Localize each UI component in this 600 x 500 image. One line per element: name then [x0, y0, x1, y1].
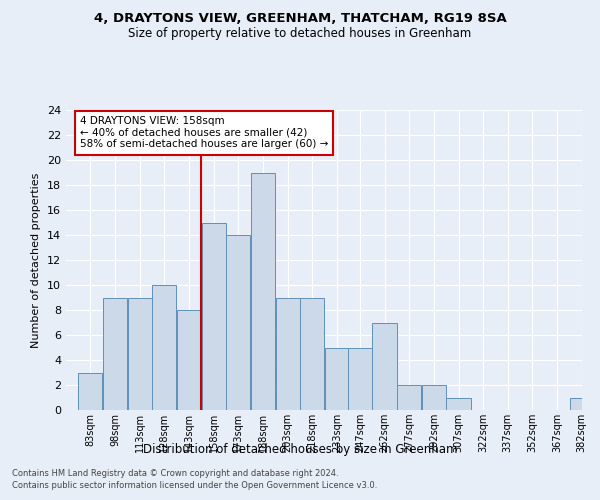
Bar — [177, 310, 201, 410]
Text: Distribution of detached houses by size in Greenham: Distribution of detached houses by size … — [143, 442, 457, 456]
Bar — [128, 298, 152, 410]
Bar — [325, 348, 349, 410]
Bar — [373, 322, 397, 410]
Bar — [348, 348, 372, 410]
Text: Size of property relative to detached houses in Greenham: Size of property relative to detached ho… — [128, 28, 472, 40]
Text: Contains public sector information licensed under the Open Government Licence v3: Contains public sector information licen… — [12, 481, 377, 490]
Y-axis label: Number of detached properties: Number of detached properties — [31, 172, 41, 348]
Bar — [202, 222, 226, 410]
Bar — [152, 285, 176, 410]
Bar — [275, 298, 299, 410]
Text: Contains HM Land Registry data © Crown copyright and database right 2024.: Contains HM Land Registry data © Crown c… — [12, 468, 338, 477]
Bar — [251, 172, 275, 410]
Bar — [446, 398, 470, 410]
Bar — [569, 398, 594, 410]
Bar — [300, 298, 325, 410]
Bar — [103, 298, 127, 410]
Text: 4 DRAYTONS VIEW: 158sqm
← 40% of detached houses are smaller (42)
58% of semi-de: 4 DRAYTONS VIEW: 158sqm ← 40% of detache… — [80, 116, 328, 150]
Bar — [226, 235, 250, 410]
Text: 4, DRAYTONS VIEW, GREENHAM, THATCHAM, RG19 8SA: 4, DRAYTONS VIEW, GREENHAM, THATCHAM, RG… — [94, 12, 506, 26]
Bar — [422, 385, 446, 410]
Bar — [79, 372, 103, 410]
Bar — [397, 385, 421, 410]
